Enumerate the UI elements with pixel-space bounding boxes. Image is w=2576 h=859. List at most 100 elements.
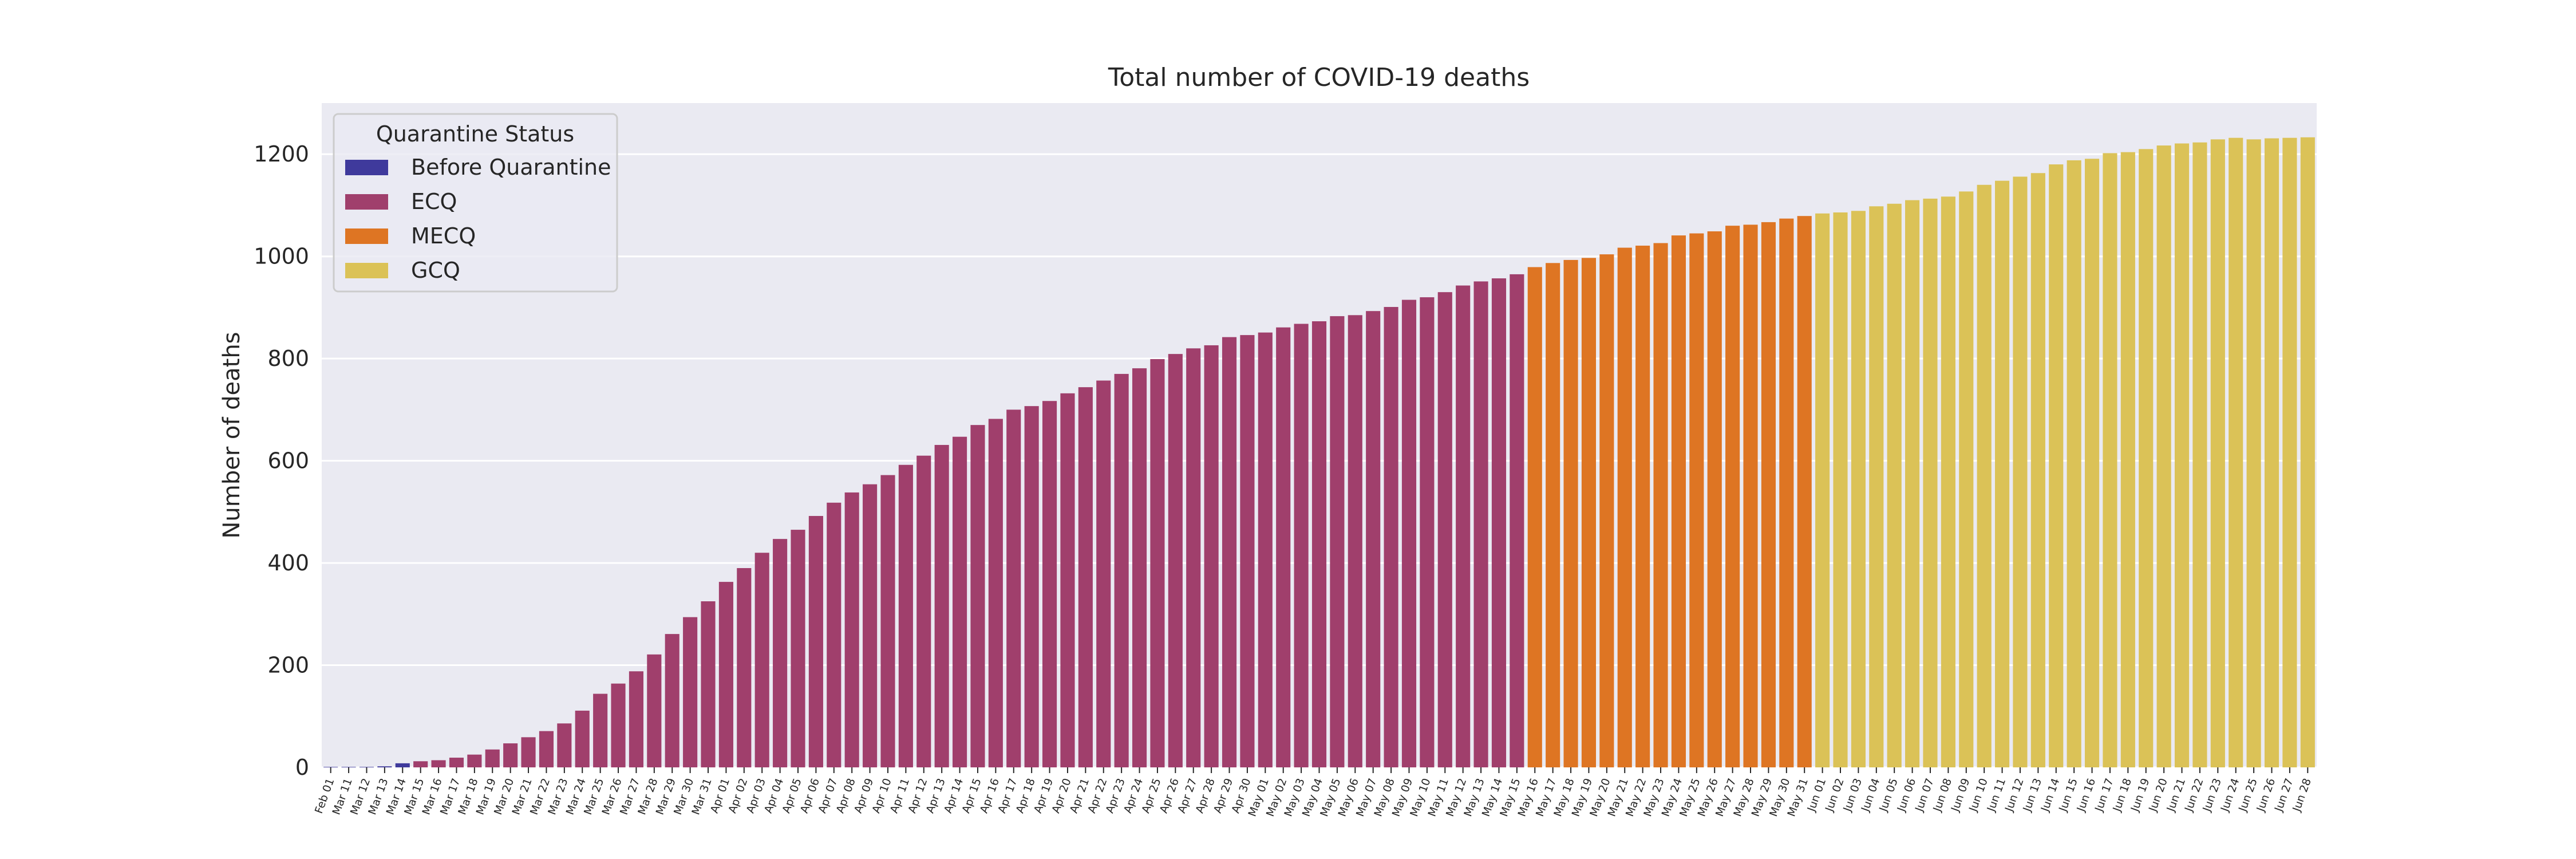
bar (2246, 139, 2261, 767)
bar (1420, 297, 1435, 767)
bar (647, 654, 662, 767)
bar (2120, 152, 2135, 768)
y-tick-label: 200 (267, 653, 309, 678)
y-tick-label: 0 (295, 755, 309, 780)
bar (1941, 196, 1955, 767)
bar (431, 760, 446, 767)
bar (970, 425, 985, 767)
bar (1078, 387, 1093, 767)
bar (718, 582, 733, 767)
bar (934, 444, 949, 767)
bar (1491, 278, 1507, 767)
legend-title: Quarantine Status (376, 121, 574, 147)
bar (557, 723, 572, 767)
bar (1437, 292, 1452, 768)
bar (449, 758, 464, 767)
bar (1905, 200, 1920, 767)
bar (2300, 137, 2315, 767)
bar (1114, 373, 1129, 767)
bar (1743, 224, 1758, 767)
bar (880, 475, 895, 767)
bar (1779, 218, 1794, 768)
bar (844, 492, 859, 767)
bar (1060, 393, 1075, 767)
legend-label: GCQ (411, 258, 460, 283)
bar (1024, 406, 1039, 767)
bar (1671, 235, 1686, 768)
bar (2049, 164, 2064, 768)
y-tick-label: 600 (267, 448, 309, 474)
bar (1689, 233, 1704, 767)
bar (1204, 345, 1219, 767)
bar (1473, 281, 1488, 767)
bar (737, 568, 752, 767)
bar (593, 693, 608, 767)
bar (2229, 137, 2243, 768)
bar (1887, 203, 1902, 767)
bar (1635, 245, 1650, 767)
bar (1977, 184, 1992, 767)
legend-label: MECQ (411, 223, 476, 249)
bar (1959, 191, 1974, 767)
bar (1617, 247, 1632, 767)
bar (1294, 324, 1309, 767)
bar (916, 455, 931, 767)
bar (988, 419, 1003, 767)
bar (1311, 321, 1327, 767)
legend-swatch (345, 194, 388, 210)
bar (1186, 348, 1201, 767)
bar (1653, 243, 1668, 767)
bar (1546, 263, 1560, 767)
bar (629, 671, 643, 767)
bar (395, 763, 410, 767)
bar (1599, 254, 1614, 768)
bar (665, 634, 679, 767)
bar (1096, 380, 1111, 767)
bar (1132, 368, 1147, 767)
legend-label: ECQ (411, 189, 457, 214)
bar (898, 464, 913, 767)
y-tick-label: 1000 (254, 244, 309, 269)
legend-label: Before Quarantine (411, 155, 611, 180)
y-tick-label: 800 (267, 346, 309, 371)
bar (1042, 401, 1057, 767)
bar (1006, 409, 1021, 767)
bar (1330, 316, 1345, 767)
bar (575, 710, 590, 767)
bar (1401, 300, 1417, 767)
bar (808, 515, 823, 767)
bar (1581, 258, 1597, 767)
legend: Quarantine Status Before Quarantine ECQ ME… (333, 113, 618, 293)
bar (2139, 149, 2154, 768)
bar (1168, 354, 1183, 767)
bar (1348, 315, 1362, 767)
bar (953, 436, 967, 767)
bar (2174, 143, 2190, 767)
bar (1995, 180, 2010, 768)
bar (377, 766, 392, 767)
bar (773, 539, 788, 767)
bar (1527, 267, 1542, 767)
bar (539, 731, 554, 767)
y-tick-label: 400 (267, 550, 309, 576)
bar (2192, 142, 2207, 768)
bar (1384, 307, 1398, 767)
bar (467, 754, 482, 767)
bar (1258, 332, 1273, 767)
bar (1276, 327, 1291, 767)
bar (683, 617, 698, 767)
bar (701, 601, 716, 767)
bar (2282, 137, 2297, 768)
chart-title: Total number of COVID-19 deaths (1108, 63, 1530, 92)
bar (2210, 139, 2225, 767)
bar (791, 530, 805, 767)
bar (1240, 335, 1255, 767)
bar (611, 683, 626, 767)
bar (1923, 198, 1938, 767)
bar (1563, 259, 1578, 767)
bar (1510, 274, 1524, 767)
bar (1761, 222, 1776, 767)
bar (863, 484, 878, 767)
